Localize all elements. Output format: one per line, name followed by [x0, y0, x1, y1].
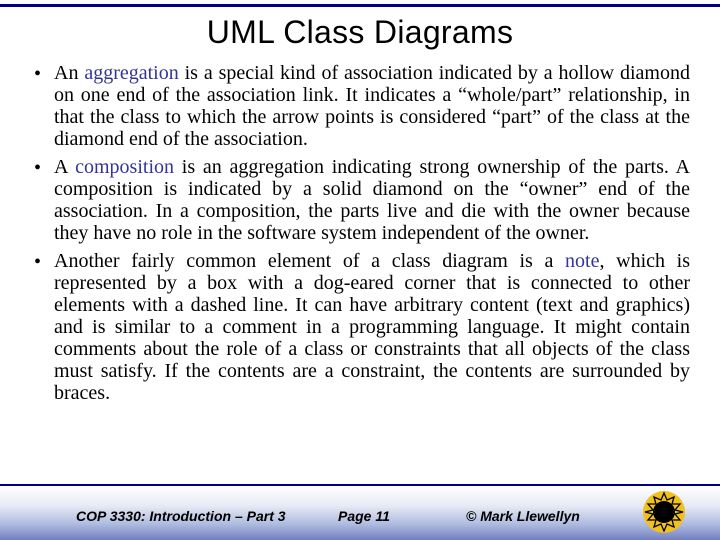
bullet-marker: • — [34, 156, 54, 244]
bullet-item: • An aggregation is a special kind of as… — [34, 62, 690, 150]
ucf-logo — [642, 490, 686, 534]
footer-page: Page 11 — [338, 508, 390, 524]
slide: UML Class Diagrams • An aggregation is a… — [0, 0, 720, 540]
term-aggregation: aggregation — [84, 62, 178, 84]
bullet-marker: • — [34, 250, 54, 404]
bullet-text: A composition is an aggregation indicati… — [54, 156, 690, 244]
bullet-pre: Another fairly common element of a class… — [54, 250, 565, 272]
bullet-marker: • — [34, 62, 54, 150]
bullet-pre: An — [54, 62, 84, 84]
slide-content: • An aggregation is a special kind of as… — [34, 62, 690, 410]
footer-copyright: © Mark Llewellyn — [466, 508, 580, 524]
footer-bar: COP 3330: Introduction – Part 3 Page 11 … — [0, 486, 720, 540]
bullet-pre: A — [54, 156, 75, 178]
bullet-item: • A composition is an aggregation indica… — [34, 156, 690, 244]
bullet-text: Another fairly common element of a class… — [54, 250, 690, 404]
footer-course: COP 3330: Introduction – Part 3 — [76, 508, 286, 524]
slide-title: UML Class Diagrams — [0, 14, 720, 51]
term-note: note — [565, 250, 599, 272]
top-accent-line — [0, 4, 720, 7]
bullet-item: • Another fairly common element of a cla… — [34, 250, 690, 404]
term-composition: composition — [75, 156, 174, 178]
bullet-text: An aggregation is a special kind of asso… — [54, 62, 690, 150]
bullet-post: , which is represented by a box with a d… — [54, 250, 690, 404]
